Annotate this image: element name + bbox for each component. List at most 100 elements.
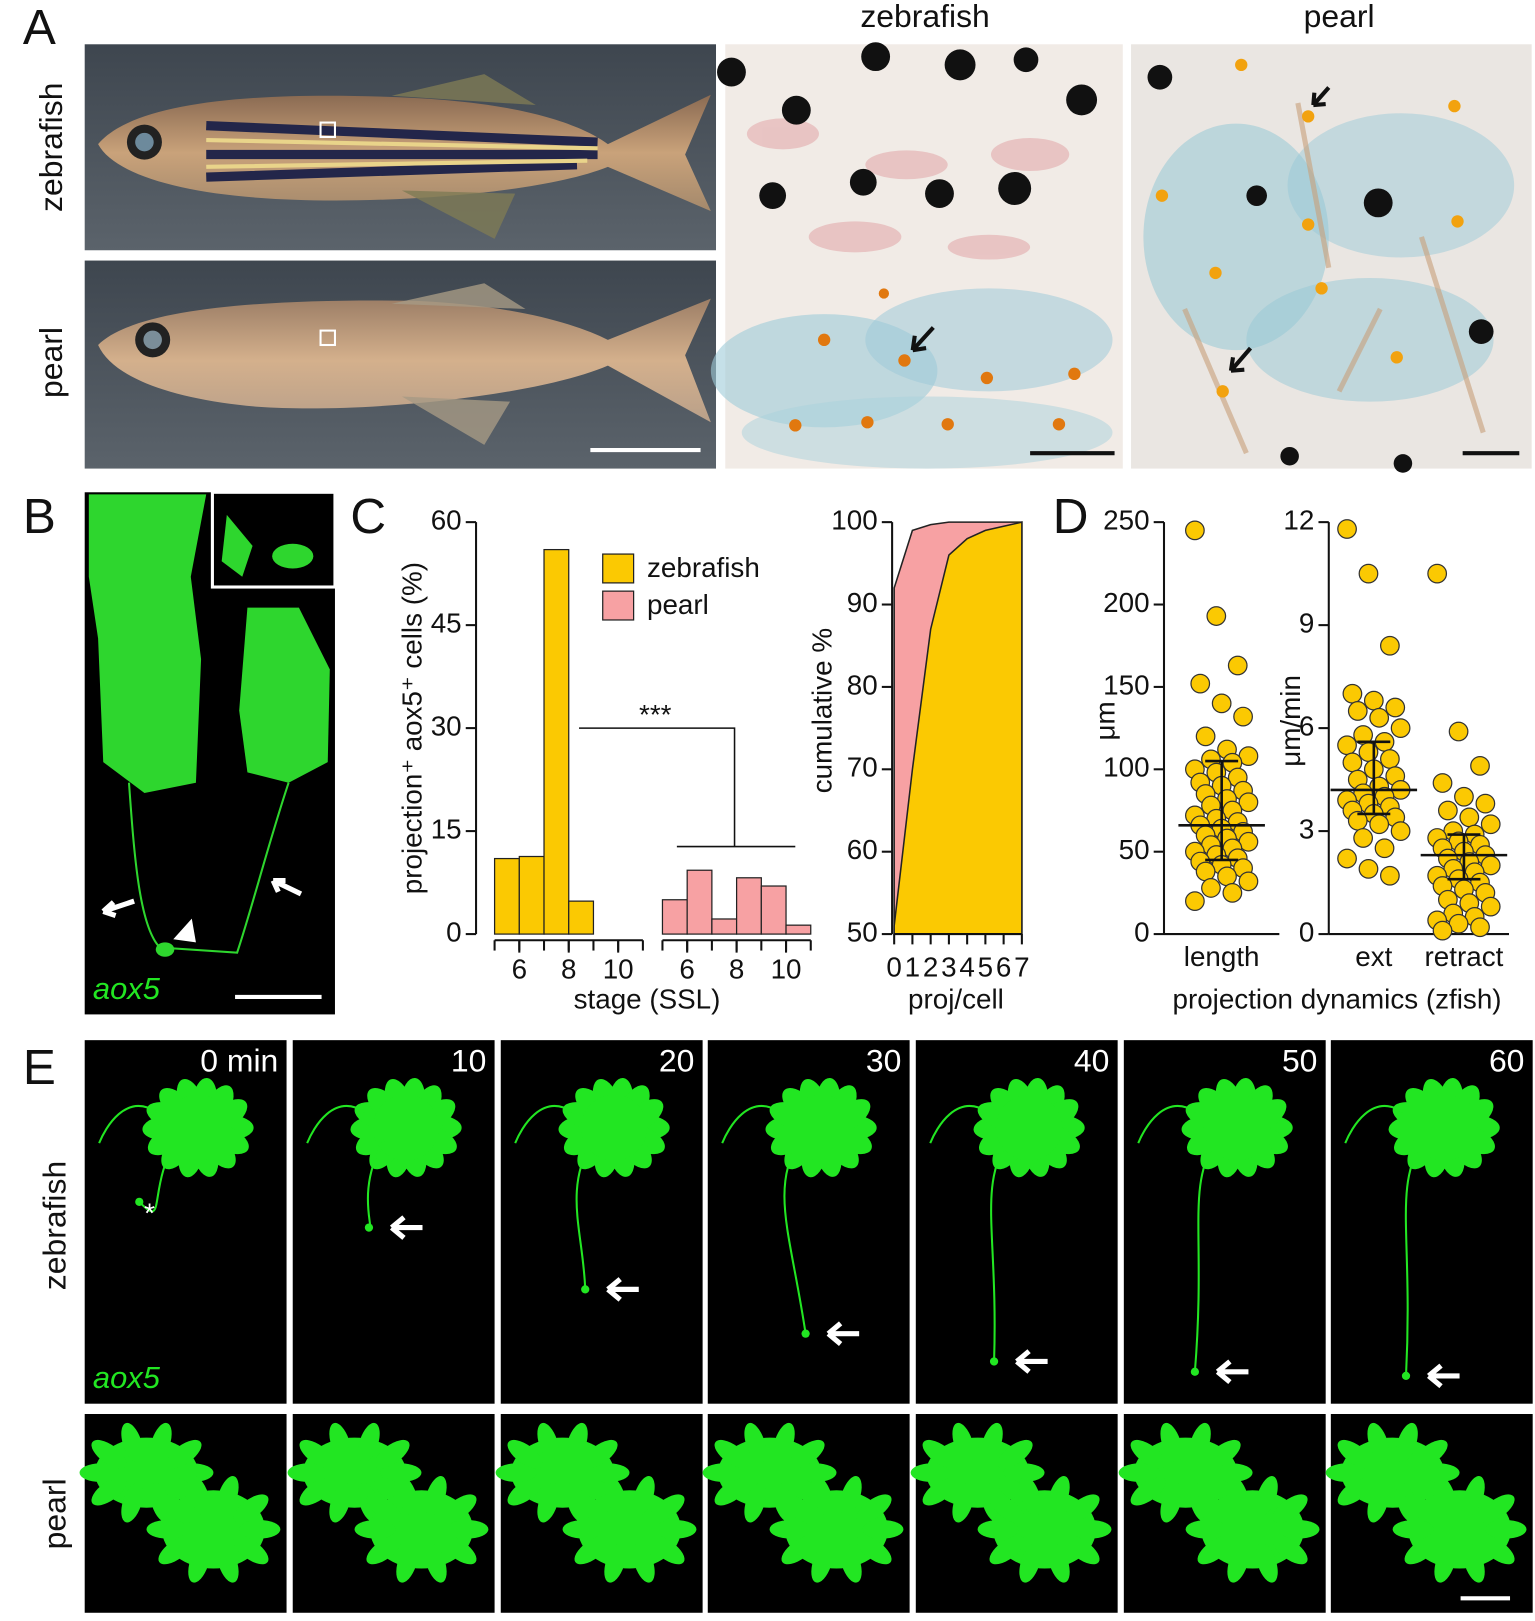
data-point (1363, 690, 1384, 711)
cell (702, 1463, 744, 1482)
cell (1160, 1422, 1183, 1463)
data-point (1454, 786, 1474, 807)
cell (1064, 1494, 1100, 1523)
cell (655, 1520, 697, 1539)
cell (744, 1482, 767, 1523)
data-point (1337, 848, 1357, 869)
cell (1160, 1482, 1183, 1523)
y-tick-label: 100 (1103, 752, 1149, 783)
data-point (1185, 520, 1205, 541)
cell (188, 1543, 210, 1583)
data-point (1227, 655, 1248, 676)
x-tick-label: 6 (996, 951, 1011, 982)
arrow (389, 1215, 423, 1240)
cell (1411, 1094, 1478, 1161)
cell (1047, 1543, 1070, 1583)
data-point (1211, 693, 1232, 714)
cell (1003, 1463, 1045, 1482)
cell (769, 1520, 811, 1539)
cell (1434, 1476, 1457, 1516)
row-label: zebrafish (36, 1161, 72, 1290)
fish-photo (84, 44, 717, 251)
cell (795, 1463, 837, 1482)
projection-tip (989, 1357, 999, 1366)
projection (990, 1137, 1010, 1362)
projection-tip (1401, 1371, 1411, 1381)
panel-label: C (350, 489, 386, 544)
cell (1227, 1476, 1250, 1516)
cell (396, 1476, 419, 1516)
y-tick-label: 200 (1103, 587, 1149, 618)
cell (1118, 1463, 1160, 1482)
cell (1463, 1476, 1485, 1516)
data-point (1390, 718, 1411, 738)
cell (862, 1520, 904, 1539)
panel-label: B (23, 489, 56, 544)
x-tick-label: 6 (679, 954, 694, 985)
arrow (1427, 1363, 1460, 1389)
y-tick-label: 70 (847, 752, 878, 783)
cell (1047, 1476, 1070, 1516)
cell (1064, 1535, 1100, 1565)
row-label: pearl (36, 1478, 72, 1549)
y-axis-label: cumulative % (806, 628, 837, 793)
annotation: *** (639, 699, 672, 730)
cell (366, 1535, 402, 1565)
legend-label: zebrafish (647, 552, 760, 583)
column-title: pearl (1304, 0, 1375, 34)
cell (380, 1463, 422, 1482)
cell (910, 1463, 952, 1482)
cell (374, 1439, 410, 1469)
data-point (1380, 635, 1400, 656)
significance-bracket (579, 727, 796, 848)
cell (216, 1543, 239, 1583)
cell (1189, 1422, 1211, 1463)
cell (1272, 1535, 1308, 1565)
data-point (1233, 706, 1253, 727)
time-label: 60 (1489, 1042, 1525, 1078)
x-axis-label: projection dynamics (zfish) (1172, 983, 1501, 1014)
cell (839, 1543, 862, 1583)
projection-tip (135, 1197, 144, 1206)
cell (1337, 1439, 1373, 1469)
cell (1337, 1476, 1373, 1506)
cell (441, 1494, 477, 1523)
y-tick-label: 50 (847, 916, 878, 947)
x-tick-label: 0 (886, 951, 901, 982)
cell (158, 1535, 194, 1565)
x-tick-label: 10 (771, 954, 802, 985)
projection (1193, 1137, 1218, 1372)
cell (495, 1463, 537, 1482)
x-tick-label: 8 (729, 954, 744, 985)
data-point (1480, 896, 1501, 917)
cell (441, 1535, 477, 1565)
time-lapse: 0 min 10 20 30 40 50 60 * aox5 (79, 1040, 1533, 1613)
bar (661, 899, 688, 935)
cell (781, 1535, 817, 1565)
cell (537, 1422, 560, 1463)
x-axis-label: proj/cell (908, 983, 1004, 1014)
y-tick-label: 50 (1119, 834, 1150, 865)
y-tick-label: 45 (431, 607, 462, 638)
cell (357, 1422, 380, 1463)
cell (649, 1535, 685, 1565)
cell (996, 1094, 1063, 1161)
cell (562, 1520, 604, 1539)
cell (981, 1422, 1003, 1463)
data-point (1432, 920, 1453, 941)
cell (977, 1520, 1019, 1539)
projection (98, 1105, 158, 1144)
cell (172, 1463, 214, 1482)
x-tick-label: 3 (941, 951, 956, 982)
cell (714, 1439, 750, 1469)
cell (588, 1463, 630, 1482)
y-tick-label: 12 (1283, 504, 1314, 535)
cell (789, 1439, 825, 1469)
y-tick-label: 0 (446, 916, 461, 947)
cell (1278, 1520, 1320, 1539)
row-label: pearl (33, 327, 69, 398)
cell (239, 1520, 281, 1539)
projection (514, 1105, 574, 1144)
cell (507, 1439, 543, 1469)
cell (329, 1422, 352, 1463)
